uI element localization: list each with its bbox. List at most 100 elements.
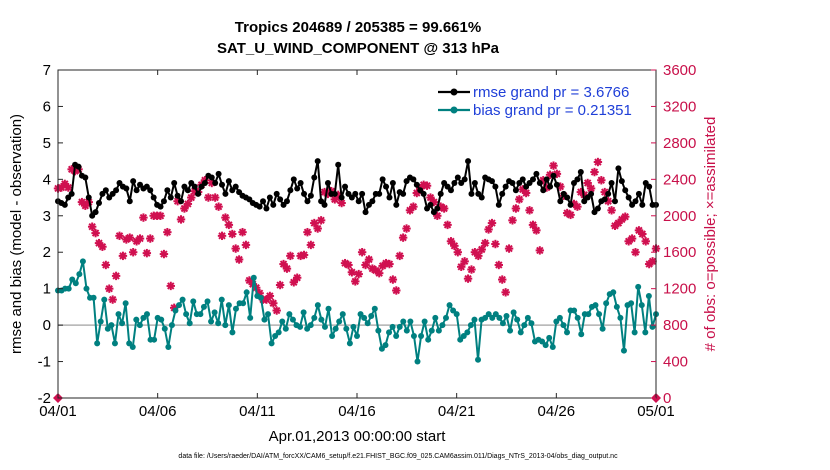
bias-marker: [418, 333, 425, 340]
rmse-marker: [502, 183, 509, 190]
obs-assimilated-marker: [135, 234, 145, 243]
rmse-marker: [201, 179, 208, 186]
obs-assimilated-marker: [316, 216, 326, 225]
bias-marker: [425, 336, 432, 343]
y2-tick-label: 1200: [663, 281, 696, 298]
rmse-marker: [195, 190, 202, 197]
legend: rmse grand pr = 3.6766 bias grand pr = 0…: [432, 80, 650, 120]
obs-assimilated-marker: [453, 248, 463, 257]
obs-assimilated-marker: [159, 249, 169, 259]
bias-marker: [325, 305, 332, 312]
bias-marker: [332, 325, 339, 332]
obs-assimilated-marker: [402, 224, 411, 233]
plot-area: [58, 70, 656, 398]
rmse-marker: [338, 194, 345, 201]
obs-assimilated-marker: [627, 234, 637, 243]
obs-assimilated-marker: [238, 227, 247, 237]
y-tick-label: 7: [43, 62, 51, 79]
rmse-marker: [410, 176, 417, 183]
rmse-marker: [355, 198, 362, 205]
obs-assimilated-marker: [395, 251, 404, 261]
obs-assimilated-marker: [573, 202, 582, 211]
bias-marker: [599, 325, 606, 332]
rmse-marker: [499, 190, 506, 197]
rmse-marker: [611, 198, 618, 205]
rmse-marker: [232, 183, 239, 190]
obs-assimilated-marker: [118, 251, 128, 261]
y-tick-label: 3: [43, 208, 51, 225]
bias-marker: [208, 318, 215, 325]
bias-marker: [133, 316, 140, 323]
rmse-marker: [160, 198, 167, 205]
obs-assimilated-marker: [491, 239, 500, 249]
rmse-marker: [400, 190, 407, 197]
bias-marker: [638, 302, 645, 309]
obs-assimilated-marker: [528, 220, 538, 230]
x-tick-label: 05/01: [637, 403, 675, 420]
obs-assimilated-marker: [498, 275, 507, 284]
rmse-marker: [219, 181, 226, 188]
rmse-marker: [321, 201, 328, 208]
y2-tick-label: 2400: [663, 171, 696, 188]
rmse-marker: [577, 169, 584, 176]
obs-assimilated-marker: [398, 233, 408, 242]
obs-assimilated-marker: [275, 280, 285, 290]
bias-marker: [617, 314, 624, 321]
bias-marker: [218, 296, 225, 303]
bias-marker: [435, 327, 442, 334]
rmse-marker: [468, 190, 475, 197]
obs-assimilated-marker: [638, 229, 647, 239]
obs-assimilated-marker: [487, 218, 497, 228]
chart-subtitle: SAT_U_WIND_COMPONENT @ 313 hPa: [217, 40, 500, 57]
obs-assimilated-marker: [166, 281, 175, 291]
y2-tick-label: 2800: [663, 135, 696, 152]
obs-assimilated-marker: [364, 255, 374, 264]
bias-marker: [560, 322, 567, 329]
bias-marker: [528, 320, 535, 327]
bias-marker: [524, 314, 531, 321]
rmse-marker: [509, 179, 516, 186]
bias-marker: [571, 307, 578, 314]
obs-assimilated-marker: [344, 260, 353, 270]
rmse-marker: [273, 190, 280, 197]
bias-marker: [261, 316, 268, 323]
rmse-marker: [632, 198, 639, 205]
bias-marker: [257, 294, 264, 301]
bias-marker: [596, 311, 603, 318]
bias-marker: [642, 329, 649, 336]
rmse-marker: [454, 174, 461, 181]
y2-tick-label: 3200: [663, 98, 696, 115]
rmse-marker: [362, 209, 369, 216]
bias-marker: [603, 300, 610, 307]
rmse-marker: [608, 179, 615, 186]
bias-marker: [72, 280, 79, 287]
x-tick-label: 04/21: [438, 403, 476, 420]
bias-marker: [247, 314, 254, 321]
rmse-marker: [342, 183, 349, 190]
bias-marker: [464, 329, 471, 336]
obs-assimilated-marker: [457, 262, 466, 271]
obs-assimilated-marker: [460, 257, 469, 266]
bias-marker: [318, 316, 325, 323]
obs-assimilated-marker: [282, 264, 292, 273]
bias-marker: [414, 358, 421, 365]
rmse-marker: [283, 198, 290, 205]
obs-assimilated-marker: [91, 228, 100, 238]
rmse-marker: [68, 190, 75, 197]
x-tick-label: 04/01: [39, 403, 77, 420]
rmse-marker: [113, 187, 120, 194]
obs-assimilated-marker: [115, 231, 124, 241]
obs-assimilated-marker: [392, 286, 401, 295]
rmse-marker: [478, 194, 485, 201]
bias-marker: [200, 303, 207, 310]
y-tick-label: 0: [43, 317, 51, 334]
bias-marker: [428, 327, 435, 334]
bias-marker: [549, 343, 556, 350]
bias-marker: [432, 314, 439, 321]
y-tick-label: 4: [43, 171, 51, 188]
bias-marker: [375, 327, 382, 334]
rmse-marker: [126, 198, 133, 205]
rmse-marker: [266, 194, 273, 201]
obs-assimilated-marker: [241, 240, 251, 250]
